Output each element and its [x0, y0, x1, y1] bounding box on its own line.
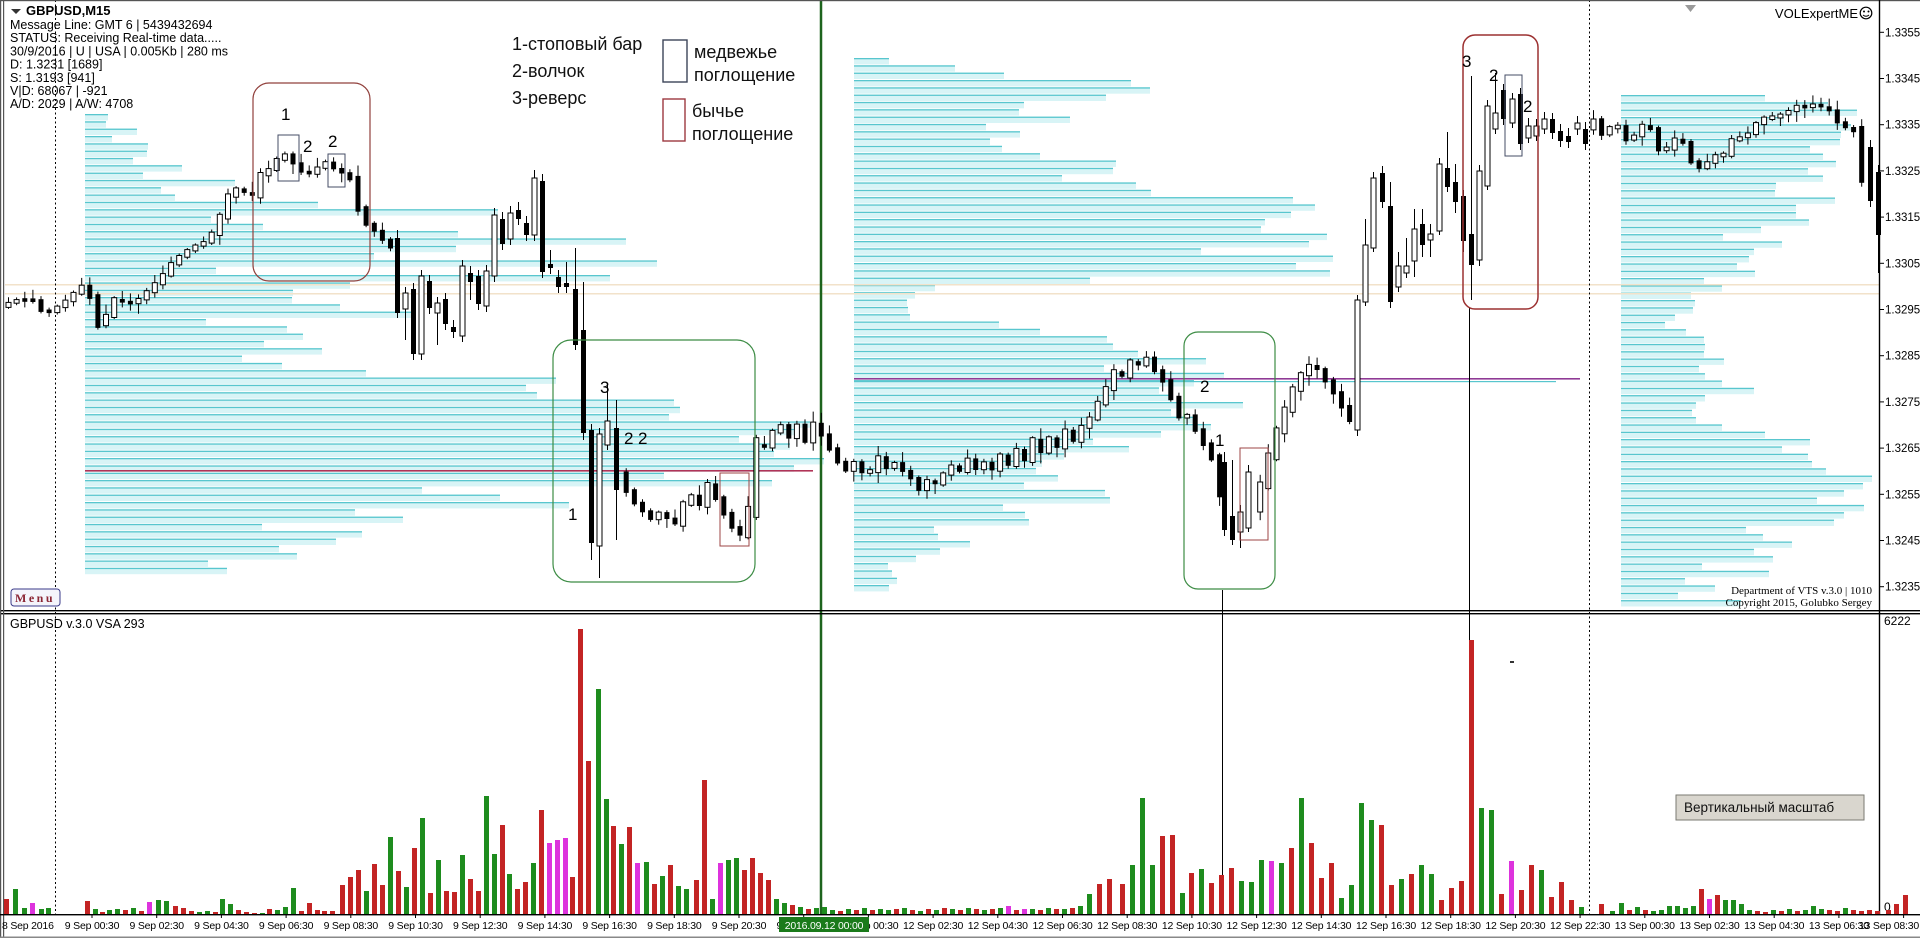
svg-text:13 Sep 02:30: 13 Sep 02:30: [1679, 920, 1739, 932]
svg-text:12 Sep 12:30: 12 Sep 12:30: [1227, 920, 1287, 932]
svg-text:S: 1.3193 [941]: S: 1.3193 [941]: [10, 71, 95, 85]
svg-text:12 Sep 20:30: 12 Sep 20:30: [1485, 920, 1545, 932]
svg-text:3: 3: [1462, 52, 1471, 71]
svg-text:1.3345: 1.3345: [1885, 74, 1920, 86]
svg-text:1.3295: 1.3295: [1885, 305, 1920, 317]
svg-text:2016.09.12 00:00: 2016.09.12 00:00: [785, 920, 864, 932]
svg-text:12 Sep 16:30: 12 Sep 16:30: [1356, 920, 1416, 932]
svg-text:1.3335: 1.3335: [1885, 120, 1920, 132]
svg-text:1-стоповый бар: 1-стоповый бар: [512, 34, 642, 54]
svg-text:8 Sep 2016: 8 Sep 2016: [2, 920, 54, 932]
svg-text:9 Sep 00:30: 9 Sep 00:30: [65, 920, 120, 932]
svg-text:2: 2: [624, 429, 633, 448]
svg-text:1: 1: [281, 105, 290, 124]
svg-text:9 Sep 18:30: 9 Sep 18:30: [647, 920, 702, 932]
svg-text:1.3245: 1.3245: [1885, 536, 1920, 548]
svg-text:D: 1.3231 [1689]: D: 1.3231 [1689]: [10, 58, 102, 72]
svg-text:1.3265: 1.3265: [1885, 443, 1920, 455]
svg-text:Вертикальный масштаб: Вертикальный масштаб: [1684, 800, 1834, 815]
svg-text:12 Sep 06:30: 12 Sep 06:30: [1032, 920, 1092, 932]
svg-text:бычье: бычье: [692, 101, 744, 121]
svg-text:9 Sep 08:30: 9 Sep 08:30: [324, 920, 379, 932]
svg-text:1.3275: 1.3275: [1885, 397, 1920, 409]
svg-text:9 Sep 20:30: 9 Sep 20:30: [712, 920, 767, 932]
svg-text:1.3285: 1.3285: [1885, 351, 1920, 363]
svg-text:1.3315: 1.3315: [1885, 212, 1920, 224]
svg-text:2: 2: [1200, 377, 1209, 396]
svg-text:13 Sep 08:30: 13 Sep 08:30: [1859, 920, 1919, 932]
svg-text:V|D: 68067 | -921: V|D: 68067 | -921: [10, 84, 108, 98]
svg-text:13 Sep 06:30: 13 Sep 06:30: [1809, 920, 1869, 932]
svg-text:12 Sep 10:30: 12 Sep 10:30: [1162, 920, 1222, 932]
svg-text:13 Sep 00:30: 13 Sep 00:30: [1615, 920, 1675, 932]
svg-text:9 Sep 02:30: 9 Sep 02:30: [129, 920, 184, 932]
svg-text:VOLExpertME: VOLExpertME: [1775, 6, 1858, 21]
svg-text:2-волчок: 2-волчок: [512, 61, 584, 81]
svg-text:1.3305: 1.3305: [1885, 258, 1920, 270]
svg-text:2: 2: [1523, 97, 1532, 116]
svg-text:Message Line: GMT 6 | 54394326: Message Line: GMT 6 | 5439432694: [10, 18, 213, 32]
svg-text:1.3255: 1.3255: [1885, 489, 1920, 501]
svg-text:12 Sep 02:30: 12 Sep 02:30: [903, 920, 963, 932]
svg-text:13 Sep 04:30: 13 Sep 04:30: [1744, 920, 1804, 932]
svg-text:12 Sep 04:30: 12 Sep 04:30: [968, 920, 1028, 932]
svg-text:1: 1: [568, 505, 577, 524]
svg-text:STATUS: Receiving Real-time da: STATUS: Receiving Real-time data.....: [10, 31, 221, 45]
svg-text:2: 2: [328, 132, 337, 151]
svg-text:GBPUSD v.3.0 VSA 293: GBPUSD v.3.0 VSA 293: [10, 617, 145, 631]
svg-text:2: 2: [638, 429, 647, 448]
svg-text:9 Sep 14:30: 9 Sep 14:30: [518, 920, 573, 932]
svg-text:9 Sep 12:30: 9 Sep 12:30: [453, 920, 508, 932]
svg-text:A/D: 2029 | A/W: 4708: A/D: 2029 | A/W: 4708: [10, 97, 133, 111]
svg-text:9 Sep 16:30: 9 Sep 16:30: [582, 920, 637, 932]
svg-text:3-реверс: 3-реверс: [512, 88, 586, 108]
svg-text:Copyright 2015, Golubko Sergey: Copyright 2015, Golubko Sergey: [1726, 597, 1873, 609]
svg-text:12 Sep 18:30: 12 Sep 18:30: [1421, 920, 1481, 932]
svg-text:9 Sep 06:30: 9 Sep 06:30: [259, 920, 314, 932]
svg-text:1: 1: [1215, 431, 1224, 450]
svg-text:2: 2: [1489, 66, 1498, 85]
svg-text:Menu: Menu: [15, 591, 55, 605]
svg-text:9 Sep 10:30: 9 Sep 10:30: [388, 920, 443, 932]
svg-text:поглощение: поглощение: [692, 124, 793, 144]
svg-text:12 Sep 08:30: 12 Sep 08:30: [1097, 920, 1157, 932]
svg-text:30/9/2016 | U | USA | 0.005Kb: 30/9/2016 | U | USA | 0.005Kb | 280 ms: [10, 44, 228, 58]
svg-text:GBPUSD,M15: GBPUSD,M15: [26, 3, 111, 18]
svg-text:Department of VTS v.3.0 | 101: Department of VTS v.3.0 | 1010: [1731, 585, 1872, 597]
svg-text:1.3325: 1.3325: [1885, 166, 1920, 178]
svg-text:поглощение: поглощение: [694, 65, 795, 85]
svg-text:12 Sep 14:30: 12 Sep 14:30: [1291, 920, 1351, 932]
svg-text:1.3355: 1.3355: [1885, 27, 1920, 39]
svg-text:0: 0: [1884, 900, 1891, 914]
svg-text:12 Sep 22:30: 12 Sep 22:30: [1550, 920, 1610, 932]
svg-text:медвежье: медвежье: [694, 42, 777, 62]
svg-text:1.3235: 1.3235: [1885, 582, 1920, 594]
svg-text:2: 2: [303, 137, 312, 156]
svg-text:9 Sep 04:30: 9 Sep 04:30: [194, 920, 249, 932]
svg-text:3: 3: [600, 378, 609, 397]
svg-text:6222: 6222: [1884, 614, 1911, 628]
